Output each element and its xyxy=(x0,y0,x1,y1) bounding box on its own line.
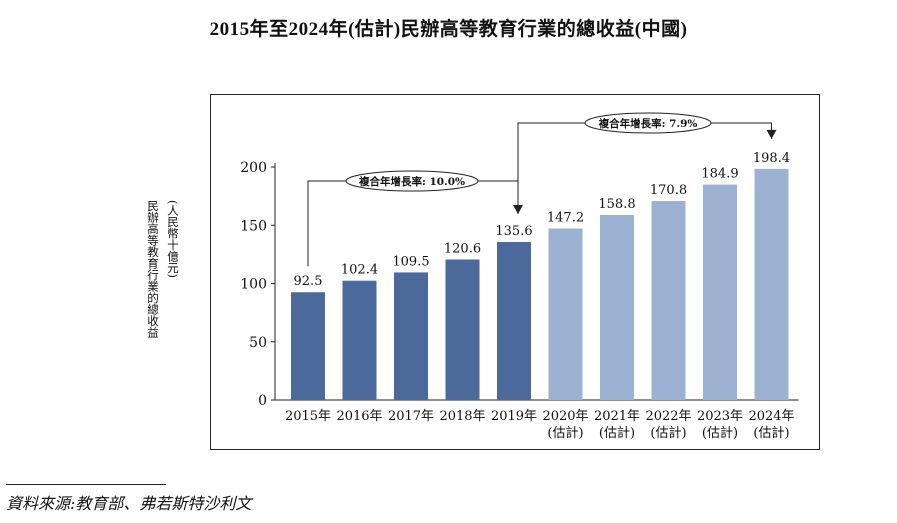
y-axis-unit: (人民幣十億元) xyxy=(166,200,180,278)
y-tick-label: 200 xyxy=(240,160,267,176)
x-tick-label: 2018年 xyxy=(439,409,485,424)
bar-value-label: 120.6 xyxy=(444,242,481,257)
bar xyxy=(291,292,325,400)
y-axis-label: 民辦高等教育行業的總收益 xyxy=(146,200,160,338)
x-tick-note: (估計) xyxy=(547,425,583,441)
chart-frame xyxy=(210,94,820,450)
bar xyxy=(497,242,531,400)
y-tick-label: 0 xyxy=(258,393,267,409)
bar xyxy=(342,280,377,400)
cagr-label: 複合年增長率: 10.0% xyxy=(358,175,465,188)
x-tick-label: 2020年 xyxy=(542,409,588,424)
y-tick-label: 50 xyxy=(249,335,267,351)
bar xyxy=(651,201,686,400)
bar-value-label: 102.4 xyxy=(341,263,378,278)
bar xyxy=(445,259,480,400)
y-tick-label: 150 xyxy=(240,218,267,234)
x-tick-label: 2023年 xyxy=(697,409,743,424)
bar-value-label: 92.5 xyxy=(294,274,323,289)
bar-value-label: 158.8 xyxy=(598,197,635,212)
cagr-ellipse xyxy=(345,170,479,192)
source-divider xyxy=(6,484,166,485)
source-note: 資料來源:教育部、弗若斯特沙利文 xyxy=(6,494,252,513)
cagr-arrow xyxy=(766,129,777,139)
bar-value-label: 198.4 xyxy=(753,151,790,166)
x-tick-label: 2017年 xyxy=(388,409,434,424)
y-tick-label: 100 xyxy=(240,277,267,293)
x-tick-label: 2021年 xyxy=(594,409,640,424)
cagr-ellipse xyxy=(584,112,712,134)
bar-value-label: 135.6 xyxy=(495,224,532,239)
x-tick-label: 2019年 xyxy=(491,409,537,424)
bar-value-label: 170.8 xyxy=(650,183,687,198)
x-tick-label: 2015年 xyxy=(285,409,331,424)
x-tick-note: (估計) xyxy=(753,425,789,441)
x-tick-label: 2022年 xyxy=(645,409,691,424)
x-tick-note: (估計) xyxy=(702,425,738,441)
x-tick-note: (估計) xyxy=(650,425,686,441)
x-tick-label: 2016年 xyxy=(336,409,382,424)
bar xyxy=(394,272,428,400)
bar xyxy=(600,214,634,400)
x-tick-note: (估計) xyxy=(599,425,635,441)
bar-value-label: 109.5 xyxy=(392,254,429,269)
bar xyxy=(703,184,737,400)
bar xyxy=(754,168,789,400)
bar xyxy=(548,228,583,400)
chart-title: 2015年至2024年(估計)民辦高等教育行業的總收益(中國) xyxy=(209,19,688,40)
bar-value-label: 147.2 xyxy=(547,211,584,226)
x-tick-label: 2024年 xyxy=(748,409,794,424)
bar-value-label: 184.9 xyxy=(701,167,738,182)
cagr-label: 複合年增長率: 7.9% xyxy=(598,117,698,130)
